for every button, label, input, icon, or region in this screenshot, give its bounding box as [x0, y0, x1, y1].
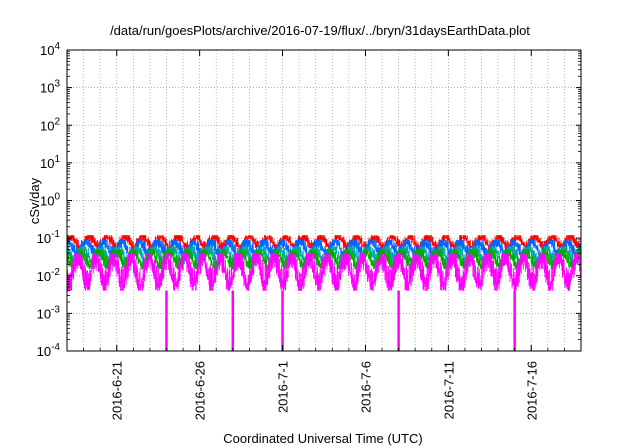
series-traces: [66, 235, 582, 291]
y-tick-label: 10-4: [37, 342, 61, 359]
x-axis-label: Coordinated Universal Time (UTC): [223, 431, 422, 446]
y-tick-label: 10-3: [37, 304, 61, 321]
x-tick-label: 2016-7-6: [358, 361, 373, 413]
y-tick-label: 103: [40, 79, 60, 96]
y-tick-label: 10-2: [37, 267, 61, 284]
x-tick-label: 2016-6-26: [193, 361, 208, 420]
x-tick-label: 2016-7-11: [441, 361, 456, 419]
y-axis-label: cSv/day: [27, 177, 42, 224]
y-tick-label: 10-1: [37, 229, 61, 246]
y-tick-label: 101: [40, 154, 60, 171]
dropouts: [165, 290, 516, 351]
y-tick-label: 102: [40, 116, 60, 133]
x-tick-label: 2016-6-21: [110, 361, 125, 420]
axis-ticks: 10-4 10-3 10-2 10-1 100 101 102 103 104 2016-6-21…: [37, 41, 581, 420]
chart-title: /data/run/goesPlots/archive/2016-07-19/f…: [110, 23, 530, 38]
y-tick-label: 104: [40, 41, 60, 58]
y-tick-label: 100: [40, 192, 60, 209]
x-tick-label: 2016-7-1: [276, 361, 291, 413]
x-tick-label: 2016-7-16: [524, 361, 539, 420]
gridlines: [67, 49, 581, 352]
